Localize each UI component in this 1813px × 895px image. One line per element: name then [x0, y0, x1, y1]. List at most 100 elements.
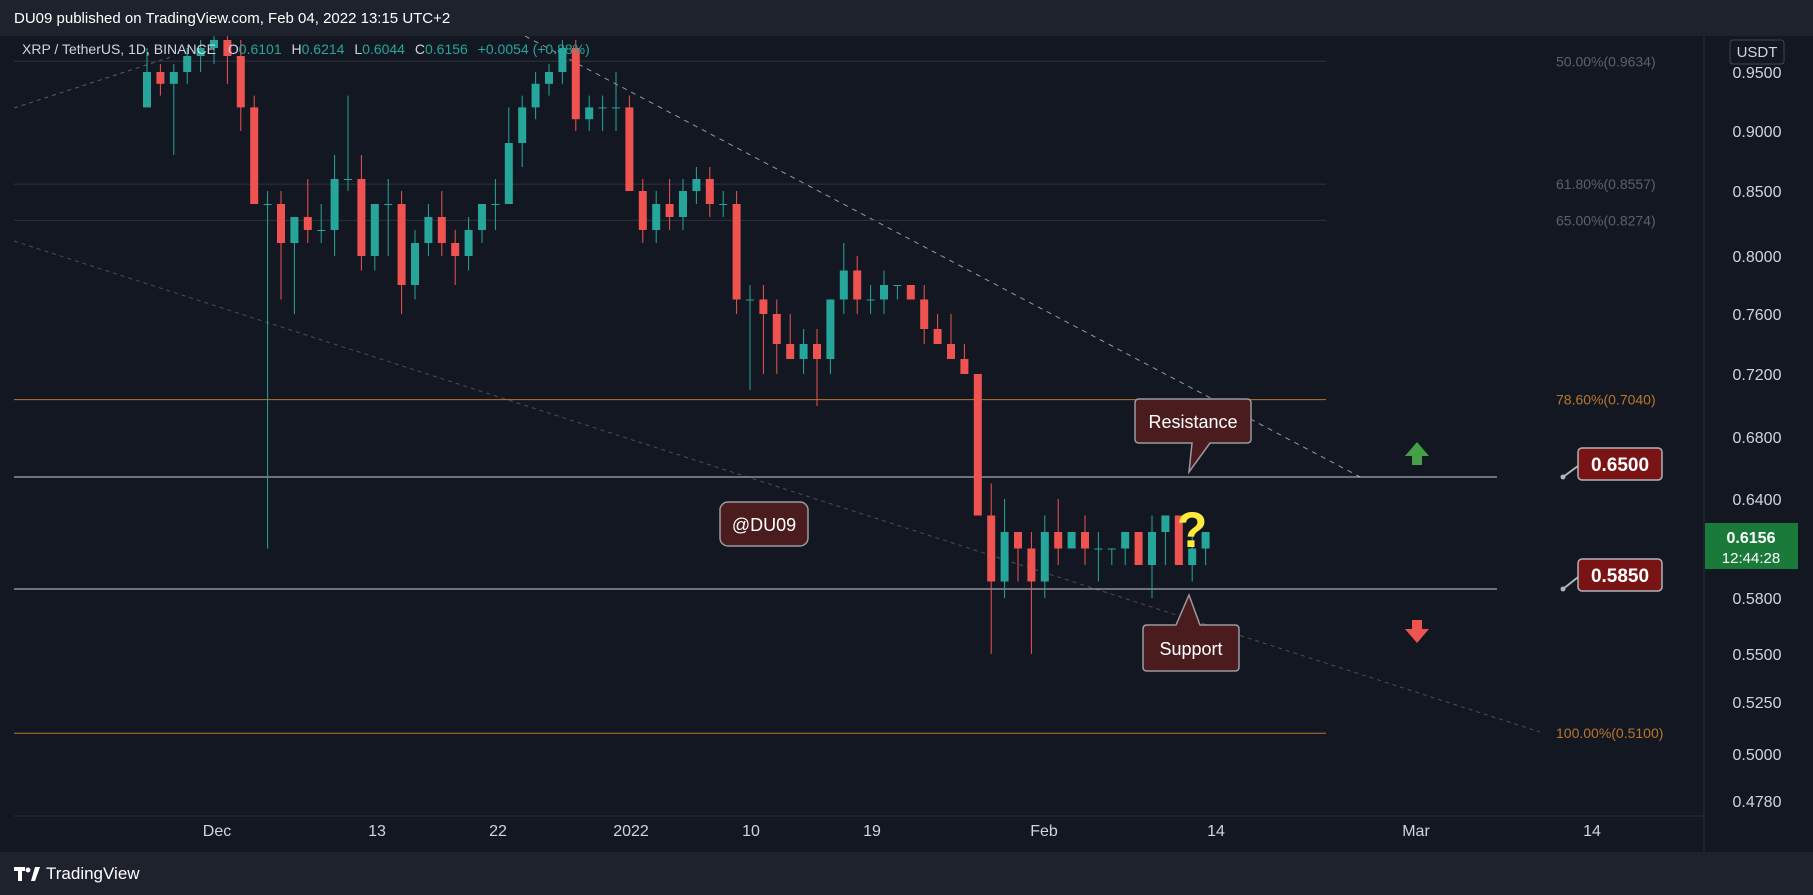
candle-up: [411, 243, 419, 285]
candle-down: [1014, 532, 1022, 549]
candle-up: [1000, 532, 1009, 582]
price-tick: 0.8000: [1733, 249, 1782, 266]
candle-up: [210, 40, 218, 48]
price-tick: 0.5250: [1733, 695, 1782, 712]
time-tick: 19: [863, 823, 881, 840]
candle-down: [1027, 548, 1036, 582]
candle-up: [1201, 532, 1210, 549]
candle-up: [799, 344, 808, 359]
candle-up: [531, 83, 540, 108]
candle-up: [169, 72, 178, 84]
time-tick: Dec: [203, 823, 231, 840]
fib-label: 78.60%(0.7040): [1556, 392, 1656, 408]
tradingview-logo-icon: [14, 867, 40, 881]
countdown-timer: 12:44:28: [1722, 550, 1780, 567]
trendline-lower: [13, 240, 1541, 733]
price-tick: 0.6400: [1733, 492, 1782, 509]
candle-up: [839, 270, 848, 300]
legend: XRP / TetherUS, 1D, BINANCE O0.6101 H0.6…: [22, 41, 590, 57]
candle-up: [384, 204, 393, 205]
high-value: 0.6214: [302, 41, 345, 57]
price-chart[interactable]: 50.00%(0.9634) 61.80%(0.8557) 65.00%(0.827…: [13, 35, 1798, 852]
candle-up: [1148, 532, 1156, 565]
candle-down: [759, 299, 768, 314]
candle-down: [732, 204, 741, 300]
candle-up: [585, 107, 594, 120]
candle-up: [344, 179, 352, 180]
open-value: 0.6101: [239, 41, 282, 57]
open-label: O: [228, 41, 239, 57]
tradingview-logo[interactable]: TradingView: [14, 864, 140, 884]
fib-label: 61.80%(0.8557): [1556, 176, 1656, 192]
watermark-text: @DU09: [732, 515, 796, 535]
candle-up: [545, 72, 553, 84]
time-tick: 10: [742, 823, 760, 840]
candle-up: [290, 217, 299, 243]
candle-up: [143, 72, 151, 108]
candle-down: [250, 107, 259, 204]
resistance-callout: Resistance: [1134, 398, 1252, 475]
candle-up: [692, 179, 701, 191]
candle-up: [424, 217, 433, 243]
time-axis[interactable]: Dec 13 22 2022 10 19 Feb 14 Mar 14: [203, 823, 1601, 840]
candle-up: [1161, 515, 1170, 532]
candle-up: [263, 204, 272, 205]
candle-down: [156, 72, 165, 84]
candle-up: [558, 48, 567, 72]
up-arrow-icon: [1405, 442, 1429, 465]
current-price-badge: [1705, 523, 1798, 569]
candle-up: [330, 179, 339, 230]
candle-up: [719, 204, 728, 205]
publish-info: DU09 published on TradingView.com, Feb 0…: [14, 10, 451, 27]
candle-down: [571, 48, 580, 120]
candle-up: [317, 230, 326, 231]
candle-up: [866, 299, 875, 301]
current-price: 0.6156: [1727, 530, 1776, 547]
currency-label[interactable]: USDT: [1737, 44, 1778, 61]
low-value: 0.6044: [362, 41, 405, 57]
candle-down: [1174, 515, 1183, 565]
candle-up: [880, 285, 888, 300]
fib-label: 100.00%(0.5100): [1556, 725, 1663, 741]
candle-down: [906, 285, 915, 300]
resistance-price-callout: 0.6500: [1560, 447, 1663, 481]
candle-down: [665, 204, 674, 217]
price-tick: 0.9000: [1733, 124, 1782, 141]
candle-down: [933, 329, 942, 344]
candle-up: [1094, 548, 1103, 550]
high-label: H: [292, 41, 302, 57]
price-tick: 0.5800: [1733, 591, 1782, 608]
currency-button[interactable]: [1729, 39, 1785, 65]
price-tick: 0.5500: [1733, 647, 1782, 664]
candle-down: [813, 344, 821, 359]
price-axis[interactable]: USDT 0.9500 0.9000 0.8500 0.8000 0.7600 …: [1705, 39, 1798, 811]
candle-up: [1188, 548, 1197, 565]
candle-up: [1107, 548, 1116, 550]
question-mark: ?: [1177, 502, 1208, 558]
support-price: 0.5850: [1591, 566, 1649, 587]
candle-up: [518, 107, 527, 143]
candle-down: [786, 344, 795, 359]
candle-down: [236, 56, 245, 108]
change-value: +0.0054 (+0.88%): [478, 41, 590, 57]
resistance-label: Resistance: [1148, 412, 1237, 432]
brand-name: TradingView: [46, 864, 140, 883]
fibonacci-levels: 50.00%(0.9634) 61.80%(0.8557) 65.00%(0.827…: [14, 53, 1663, 741]
time-tick: 2022: [613, 823, 649, 840]
candle-down: [437, 217, 446, 243]
candle-down: [1054, 532, 1063, 549]
close-value: 0.6156: [425, 41, 468, 57]
candle-down: [303, 217, 312, 230]
candle-up: [491, 204, 500, 205]
support-callout: Support: [1142, 592, 1240, 672]
time-tick: 14: [1583, 823, 1601, 840]
price-tick: 0.9500: [1733, 65, 1782, 82]
candle-up: [1121, 532, 1130, 549]
candles: [143, 36, 1210, 654]
candle-down: [1134, 532, 1143, 565]
close-label: C: [415, 41, 425, 57]
chart-area[interactable]: 50.00%(0.9634) 61.80%(0.8557) 65.00%(0.827…: [13, 35, 1798, 852]
publish-header: DU09 published on TradingView.com, Feb 0…: [0, 0, 1813, 36]
candle-up: [679, 191, 687, 217]
candle-up: [893, 285, 902, 286]
